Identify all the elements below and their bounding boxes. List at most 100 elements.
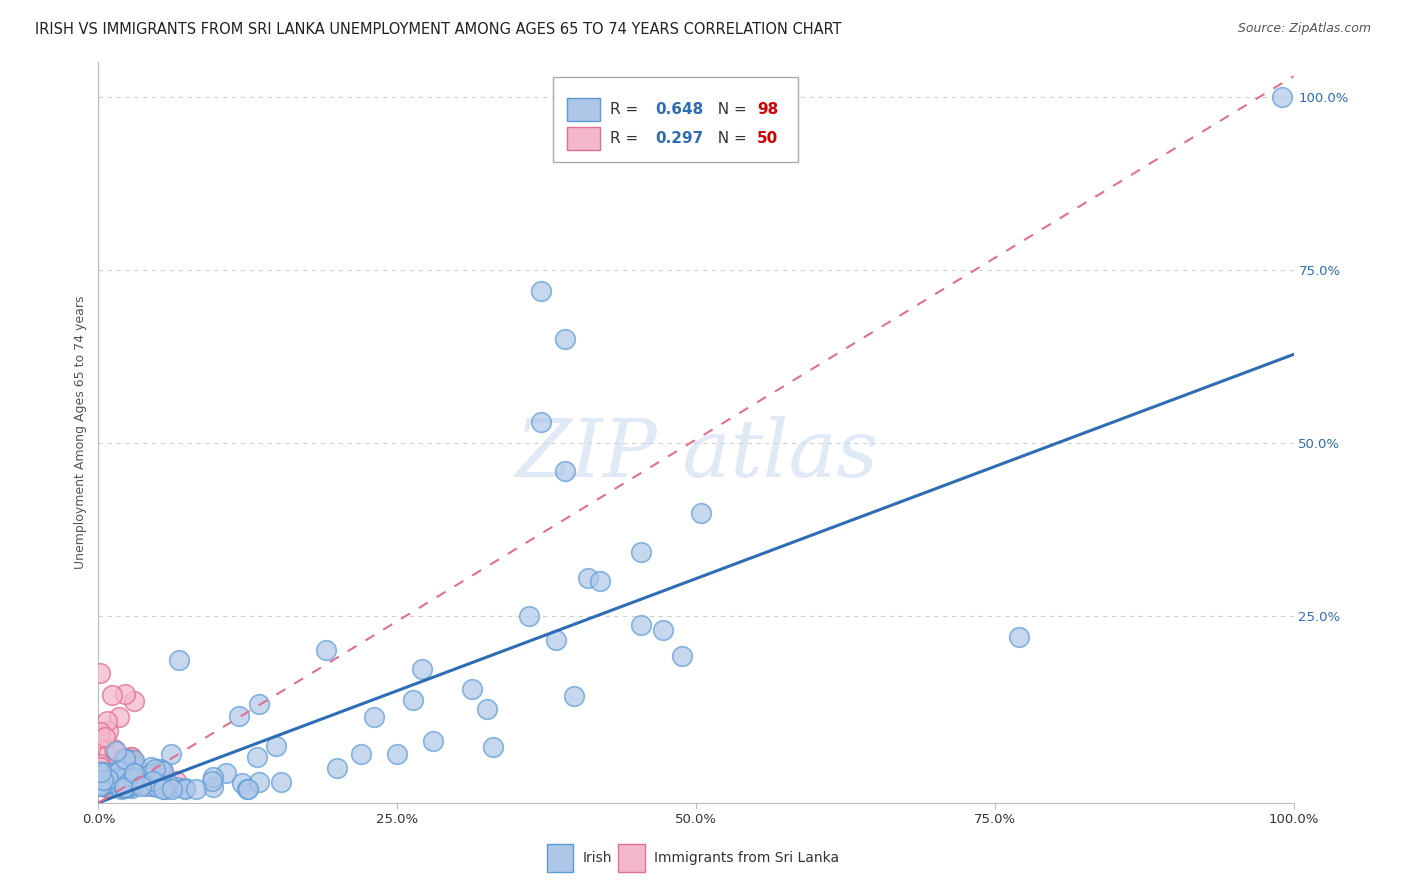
Point — [90, 778, 112, 792]
Point — [120, 750, 142, 764]
Point — [385, 747, 409, 762]
Point — [97, 747, 120, 762]
Point — [97, 778, 120, 792]
Point — [215, 766, 238, 780]
Point — [121, 768, 143, 782]
Point — [112, 751, 135, 765]
Text: N =: N = — [709, 102, 752, 117]
Bar — [619, 844, 644, 872]
Point — [93, 776, 115, 790]
Point — [112, 780, 135, 795]
Text: Source: ZipAtlas.com: Source: ZipAtlas.com — [1237, 22, 1371, 36]
Point — [91, 779, 114, 793]
Point — [89, 775, 111, 789]
Point — [93, 771, 115, 785]
Point — [315, 642, 337, 657]
Point — [411, 662, 433, 676]
Point — [105, 743, 128, 757]
Point — [120, 750, 142, 764]
Point — [108, 764, 131, 778]
Point — [120, 765, 142, 780]
Point — [461, 681, 484, 696]
Point — [148, 775, 170, 789]
Point — [96, 778, 118, 792]
Point — [115, 776, 138, 790]
Point — [153, 781, 176, 796]
Point — [146, 780, 169, 794]
Point — [105, 764, 128, 779]
Point — [89, 765, 111, 780]
Point — [117, 776, 139, 790]
Point — [174, 781, 197, 796]
Point — [186, 781, 208, 796]
Point — [115, 758, 138, 772]
Point — [124, 763, 146, 777]
Point — [125, 778, 148, 792]
Point — [152, 764, 174, 778]
Point — [89, 756, 111, 771]
Point — [89, 731, 111, 746]
Point — [104, 778, 127, 792]
Point — [108, 771, 131, 785]
Point — [122, 771, 145, 785]
Point — [202, 770, 225, 784]
Point — [107, 773, 129, 788]
Point — [100, 777, 122, 791]
Point — [149, 763, 172, 777]
Point — [97, 780, 120, 794]
Point — [89, 765, 111, 780]
Point — [576, 571, 599, 585]
Point — [94, 731, 117, 745]
Y-axis label: Unemployment Among Ages 65 to 74 years: Unemployment Among Ages 65 to 74 years — [75, 296, 87, 569]
Point — [103, 742, 125, 756]
Point — [152, 763, 174, 777]
Point — [231, 775, 253, 789]
Point — [110, 774, 132, 789]
Point — [128, 776, 150, 790]
Point — [138, 767, 160, 781]
Point — [115, 752, 138, 766]
Point — [155, 776, 177, 790]
Point — [630, 545, 652, 559]
Point — [165, 780, 187, 795]
Text: 50: 50 — [756, 131, 778, 146]
Bar — [553, 78, 797, 162]
Point — [132, 774, 155, 789]
Text: Immigrants from Sri Lanka: Immigrants from Sri Lanka — [654, 851, 839, 865]
Point — [112, 781, 135, 796]
Point — [141, 760, 163, 774]
Point — [554, 464, 576, 478]
Text: IRISH VS IMMIGRANTS FROM SRI LANKA UNEMPLOYMENT AMONG AGES 65 TO 74 YEARS CORREL: IRISH VS IMMIGRANTS FROM SRI LANKA UNEMP… — [35, 22, 842, 37]
Point — [94, 780, 117, 794]
Point — [236, 781, 259, 796]
Point — [89, 766, 111, 780]
Point — [94, 764, 117, 778]
Text: R =: R = — [610, 131, 643, 146]
Text: ZIP atlas: ZIP atlas — [515, 416, 877, 493]
Bar — [567, 127, 600, 151]
Point — [236, 781, 259, 796]
Point — [97, 724, 120, 739]
Point — [530, 415, 553, 429]
Point — [246, 749, 269, 764]
Point — [363, 710, 385, 724]
Point — [589, 574, 612, 589]
Point — [93, 779, 115, 793]
Point — [141, 769, 163, 783]
Point — [114, 687, 136, 701]
Point — [120, 753, 142, 767]
Bar — [547, 844, 572, 872]
Point — [89, 665, 111, 680]
Point — [544, 632, 567, 647]
Point — [475, 702, 498, 716]
Text: Irish: Irish — [582, 851, 612, 865]
Point — [107, 710, 129, 724]
Point — [1271, 90, 1294, 104]
Point — [100, 766, 122, 780]
Point — [142, 775, 165, 789]
Point — [101, 775, 124, 789]
Point — [174, 781, 197, 796]
Point — [117, 779, 139, 793]
Point — [89, 780, 111, 794]
Point — [117, 768, 139, 782]
